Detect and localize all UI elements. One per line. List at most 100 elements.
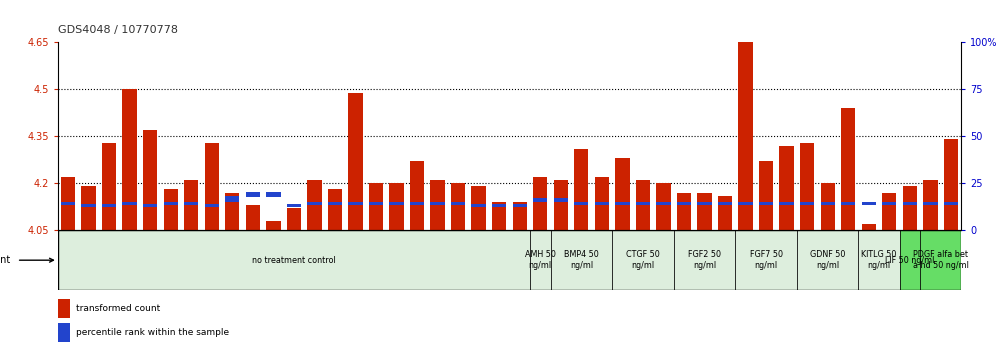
Bar [492, 204, 506, 207]
Text: BMP4 50
ng/ml: BMP4 50 ng/ml [564, 251, 599, 270]
Bar [595, 202, 609, 205]
Bar [533, 198, 548, 202]
Bar [430, 180, 445, 230]
Bar [738, 42, 753, 230]
Bar [369, 202, 383, 205]
Bar [266, 192, 281, 197]
Bar [677, 202, 691, 205]
Bar [143, 204, 157, 207]
Bar [759, 161, 773, 230]
Bar [287, 204, 301, 207]
Bar [821, 202, 835, 205]
Text: GDNF 50
ng/ml: GDNF 50 ng/ml [810, 251, 846, 270]
Bar [513, 204, 527, 207]
Bar [697, 202, 712, 205]
Bar [656, 183, 670, 230]
Bar [266, 221, 281, 230]
Bar [163, 189, 178, 230]
Text: LIF 50 ng/ml: LIF 50 ng/ml [885, 256, 934, 265]
Bar [61, 202, 76, 205]
Bar [307, 202, 322, 205]
Text: CTGF 50
ng/ml: CTGF 50 ng/ml [626, 251, 659, 270]
Text: percentile rank within the sample: percentile rank within the sample [76, 328, 229, 337]
Bar [328, 189, 342, 230]
Bar [533, 177, 548, 230]
Text: no treatment control: no treatment control [252, 256, 336, 265]
Bar [471, 186, 486, 230]
Bar [797, 230, 859, 290]
Bar [471, 204, 486, 207]
Bar [735, 230, 797, 290]
Bar [574, 149, 589, 230]
Bar [882, 193, 896, 230]
Bar [613, 230, 673, 290]
Bar [328, 202, 342, 205]
Bar [841, 202, 856, 205]
Text: AMH 50
ng/ml: AMH 50 ng/ml [525, 251, 556, 270]
Bar [862, 202, 875, 205]
Bar [349, 202, 363, 205]
Bar [492, 202, 506, 230]
Bar [616, 158, 629, 230]
Bar [82, 204, 96, 207]
Bar [410, 161, 424, 230]
Bar [58, 299, 70, 318]
Bar [595, 177, 609, 230]
Bar [859, 230, 899, 290]
Bar [673, 230, 735, 290]
Bar [718, 202, 732, 205]
Bar [451, 183, 465, 230]
Bar [862, 224, 875, 230]
Bar [718, 196, 732, 230]
Bar [389, 202, 403, 205]
Bar [349, 92, 363, 230]
Bar [920, 230, 961, 290]
Bar [902, 202, 917, 205]
Bar [530, 230, 551, 290]
Bar [58, 323, 70, 342]
Bar [943, 202, 958, 205]
Bar [389, 183, 403, 230]
Text: agent: agent [0, 255, 11, 265]
Bar [225, 196, 239, 202]
Bar [451, 202, 465, 205]
Bar [943, 139, 958, 230]
Bar [58, 230, 530, 290]
Text: KITLG 50
ng/ml: KITLG 50 ng/ml [862, 251, 896, 270]
Bar [430, 202, 445, 205]
Bar [225, 193, 239, 230]
Bar [102, 204, 117, 207]
Bar [780, 202, 794, 205]
Bar [410, 202, 424, 205]
Text: GDS4048 / 10770778: GDS4048 / 10770778 [58, 25, 177, 35]
Bar [841, 108, 856, 230]
Bar [574, 202, 589, 205]
Bar [800, 143, 815, 230]
Bar [759, 202, 773, 205]
Bar [204, 204, 219, 207]
Bar [184, 180, 198, 230]
Bar [246, 192, 260, 197]
Bar [61, 177, 76, 230]
Bar [143, 130, 157, 230]
Bar [369, 183, 383, 230]
Bar [902, 186, 917, 230]
Bar [738, 202, 753, 205]
Bar [102, 143, 117, 230]
Bar [82, 186, 96, 230]
Bar [899, 230, 920, 290]
Bar [307, 180, 322, 230]
Bar [616, 202, 629, 205]
Bar [287, 208, 301, 230]
Bar [184, 202, 198, 205]
Text: PDGF alfa bet
a hd 50 ng/ml: PDGF alfa bet a hd 50 ng/ml [912, 251, 968, 270]
Bar [246, 205, 260, 230]
Bar [656, 202, 670, 205]
Bar [923, 202, 937, 205]
Bar [204, 143, 219, 230]
Bar [800, 202, 815, 205]
Bar [554, 180, 568, 230]
Bar [697, 193, 712, 230]
Text: FGF2 50
ng/ml: FGF2 50 ng/ml [688, 251, 721, 270]
Bar [635, 202, 650, 205]
